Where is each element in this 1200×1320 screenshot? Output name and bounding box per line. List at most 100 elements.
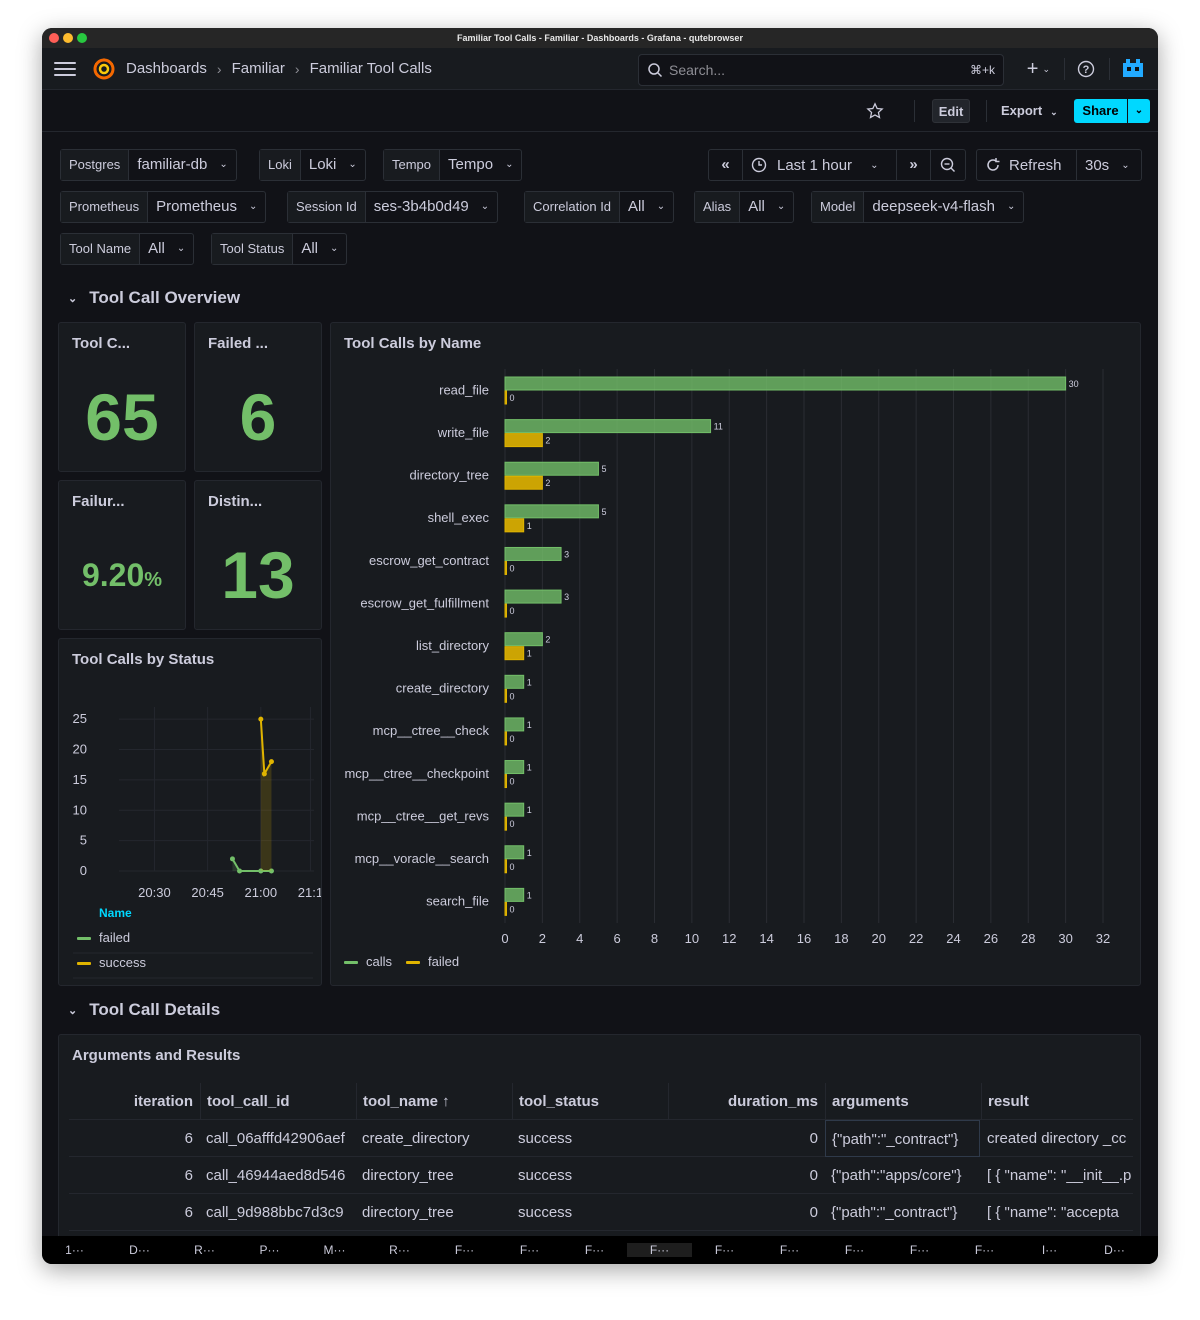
- panel-tool-calls-by-status[interactable]: Tool Calls by Status 0 5 10 15 20 25 20:30 20:4…: [58, 638, 322, 986]
- grafana-logo-icon[interactable]: [92, 57, 116, 81]
- taskbar-item[interactable]: F···: [779, 1243, 800, 1257]
- user-avatar-icon[interactable]: [1120, 56, 1146, 82]
- taskbar-item[interactable]: F···: [844, 1243, 865, 1257]
- variable-tool-name[interactable]: Tool Name All ⌄: [60, 233, 195, 265]
- star-icon[interactable]: [866, 102, 884, 120]
- taskbar-item[interactable]: R···: [194, 1243, 215, 1257]
- taskbar-item[interactable]: F···: [909, 1243, 930, 1257]
- taskbar-item[interactable]: R···: [389, 1243, 410, 1257]
- column-header-tool-status[interactable]: tool_status: [512, 1083, 667, 1120]
- taskbar-item[interactable]: 1···: [65, 1243, 84, 1257]
- variable-correlation-id[interactable]: Correlation Id All ⌄: [524, 191, 675, 223]
- stat-value: 6: [239, 380, 277, 454]
- stat-panel-total[interactable]: Tool C... 65: [58, 322, 186, 472]
- chevron-down-icon[interactable]: ⌄: [1042, 63, 1050, 74]
- refresh-interval-picker[interactable]: 30s ⌄: [1077, 150, 1138, 180]
- taskbar-item[interactable]: M···: [323, 1243, 346, 1257]
- breadcrumb-dashboards[interactable]: Dashboards: [126, 60, 207, 77]
- edit-button[interactable]: Edit: [932, 99, 970, 123]
- row-toggle-overview[interactable]: ⌄ Tool Call Overview: [68, 288, 240, 308]
- variable-postgres[interactable]: Postgres familiar-db ⌄: [60, 149, 237, 181]
- export-label: Export: [1001, 103, 1043, 118]
- stat-panel-distinct[interactable]: Distin... 13: [194, 480, 322, 630]
- minimize-window-button[interactable]: [63, 33, 73, 43]
- variable-session-id[interactable]: Session Id ses-3b4b0d49 ⌄: [287, 191, 499, 223]
- time-shift-forward-icon[interactable]: »: [897, 150, 931, 180]
- variable-alias[interactable]: Alias All ⌄: [694, 191, 795, 223]
- panel-arguments-and-results[interactable]: Arguments and Results iteration tool_cal…: [58, 1034, 1141, 1244]
- stat-panel-failure-rate[interactable]: Failur... 9.20%: [58, 480, 186, 630]
- row-toggle-details[interactable]: ⌄ Tool Call Details: [68, 1000, 220, 1020]
- close-window-button[interactable]: [49, 33, 59, 43]
- refresh-button[interactable]: Refresh: [977, 150, 1077, 180]
- variable-label: Model: [812, 192, 865, 222]
- table-row[interactable]: 6 call_46944aed8d546 directory_tree succ…: [69, 1157, 1133, 1194]
- help-icon[interactable]: ?: [1077, 60, 1095, 78]
- search-placeholder: Search...: [669, 62, 726, 78]
- category-label: create_directory: [396, 681, 490, 696]
- table-row[interactable]: 6 call_06afffd42906aef create_directory …: [69, 1120, 1133, 1157]
- variable-tool-status[interactable]: Tool Status All ⌄: [211, 233, 348, 265]
- panel-title: Tool Calls by Name: [344, 335, 482, 352]
- x-tick-label: 14: [759, 931, 773, 946]
- panel-tool-calls-by-name[interactable]: Tool Calls by Name 0 2 4 6 8 10 12 14 16 18 20 22 24…: [330, 322, 1141, 986]
- zoom-out-icon[interactable]: [931, 150, 965, 180]
- cell-duration-ms: 0: [809, 1204, 818, 1221]
- variable-label: Tool Status: [212, 234, 294, 264]
- column-header-tool-name[interactable]: tool_name ↑: [356, 1083, 511, 1120]
- bar-failed: [504, 518, 525, 533]
- bar-value-label: 0: [510, 606, 515, 616]
- taskbar-item[interactable]: D···: [129, 1243, 150, 1257]
- menu-icon[interactable]: [54, 61, 76, 76]
- table-row[interactable]: 6 call_9d988bbc7d3c9 directory_tree succ…: [69, 1194, 1133, 1231]
- taskbar-item[interactable]: F···: [974, 1243, 995, 1257]
- column-header-tool-call-id[interactable]: tool_call_id: [200, 1083, 355, 1120]
- taskbar-item[interactable]: P···: [259, 1243, 280, 1257]
- taskbar-item[interactable]: I···: [1041, 1243, 1058, 1257]
- y-tick-label: 15: [73, 772, 87, 787]
- stat-panel-failed[interactable]: Failed ... 6: [194, 322, 322, 472]
- panel-title: Arguments and Results: [72, 1047, 241, 1064]
- cell-duration-ms: 0: [809, 1130, 818, 1147]
- bar-value-label: 2: [545, 478, 550, 488]
- column-header-iteration[interactable]: iteration: [133, 1093, 193, 1110]
- taskbar-item[interactable]: F···: [627, 1243, 692, 1257]
- cell-arguments[interactable]: {"path":"_contract"}: [825, 1120, 980, 1157]
- share-options-chevron-icon[interactable]: ⌄: [1128, 99, 1150, 123]
- variable-prometheus[interactable]: Prometheus Prometheus ⌄: [60, 191, 267, 223]
- breadcrumb-separator-icon: ›: [216, 60, 222, 77]
- column-header-result[interactable]: result: [981, 1083, 1133, 1120]
- share-button[interactable]: Share: [1074, 99, 1127, 123]
- taskbar-item[interactable]: F···: [714, 1243, 735, 1257]
- bar-value-label: 1: [527, 763, 532, 773]
- column-header-arguments[interactable]: arguments: [825, 1083, 980, 1120]
- variable-tempo[interactable]: Tempo Tempo ⌄: [383, 149, 523, 181]
- category-label: shell_exec: [428, 510, 490, 525]
- taskbar-item[interactable]: D···: [1104, 1243, 1125, 1257]
- bar-calls: [504, 376, 1067, 391]
- bar-value-label: 0: [510, 691, 515, 701]
- bar-calls: [504, 674, 525, 689]
- column-header-duration-ms[interactable]: duration_ms: [668, 1083, 824, 1120]
- taskbar-item[interactable]: F···: [584, 1243, 605, 1257]
- export-button[interactable]: Export ⌄: [996, 99, 1064, 123]
- cell-tool-name: create_directory: [362, 1130, 470, 1147]
- variable-value: Tempo: [448, 156, 494, 173]
- data-point-success: [258, 716, 264, 722]
- variable-loki[interactable]: Loki Loki ⌄: [259, 149, 366, 181]
- bar-calls: [504, 461, 599, 476]
- add-icon[interactable]: +: [1026, 57, 1039, 80]
- y-tick-label: 25: [73, 711, 87, 726]
- time-shift-back-icon[interactable]: «: [709, 150, 743, 180]
- time-range-picker[interactable]: Last 1 hour ⌄: [743, 150, 897, 180]
- variable-value: Loki: [308, 156, 337, 173]
- taskbar-item[interactable]: F···: [454, 1243, 475, 1257]
- zoom-window-button[interactable]: [77, 33, 87, 43]
- breadcrumb-familiar[interactable]: Familiar: [231, 60, 285, 77]
- x-tick-label: 8: [651, 931, 658, 946]
- variable-model[interactable]: Model deepseek-v4-flash ⌄: [811, 191, 1025, 223]
- taskbar-item[interactable]: F···: [519, 1243, 540, 1257]
- search-input[interactable]: Search... ⌘+k: [638, 54, 1004, 86]
- bar-failed: [504, 774, 507, 789]
- category-label: mcp__voracle__search: [355, 851, 489, 866]
